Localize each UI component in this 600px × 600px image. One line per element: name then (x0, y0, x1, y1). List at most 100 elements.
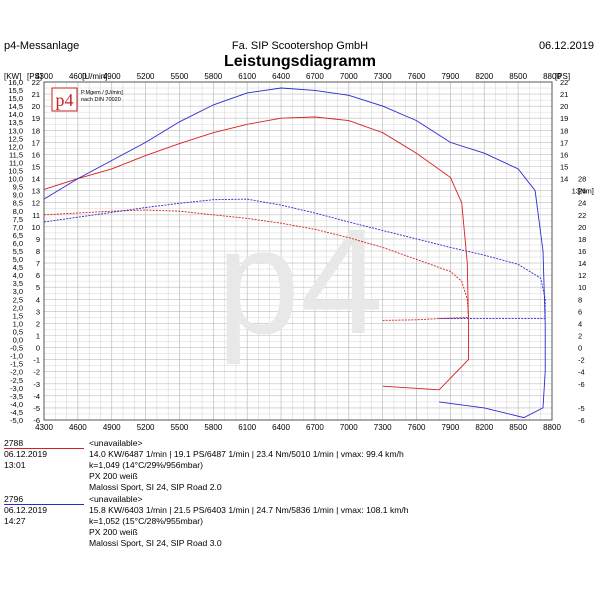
nm-tick-label: 2 (578, 332, 582, 341)
x-tick-label-bottom: 6100 (238, 423, 256, 432)
ps-right-tick-label: 17 (560, 138, 568, 147)
ps-tick-label: -1 (33, 356, 40, 365)
x-tick-label-top: 6700 (306, 72, 324, 81)
kw-tick-label: 5,5 (13, 247, 23, 256)
nm-tick-label: 8 (578, 295, 582, 304)
x-tick-label-bottom: 4300 (35, 423, 53, 432)
logo-line2: nach DIN 70020 (81, 97, 121, 103)
ps-tick-label: 10 (32, 223, 40, 232)
ps-tick-label: 22 (32, 78, 40, 87)
ps-tick-label: 1 (36, 332, 40, 341)
nm-tick-label: 12 (578, 271, 586, 280)
ps-right-tick-label: 19 (560, 114, 568, 123)
logo-line1: P.Mgem / [U/min] (81, 90, 123, 96)
x-tick-label-bottom: 6400 (272, 423, 290, 432)
kw-tick-label: 15,5 (8, 86, 23, 95)
kw-tick-label: 3,5 (13, 279, 23, 288)
ps-unit-label: [PS] (27, 72, 42, 81)
nm-tick-label: 10 (578, 283, 586, 292)
x-tick-label-bottom: 8800 (543, 423, 561, 432)
ps-tick-label: 21 (32, 90, 40, 99)
ps-tick-label: 11 (32, 211, 40, 220)
kw-tick-label: 14,0 (8, 110, 23, 119)
x-tick-label-top: 8500 (509, 72, 527, 81)
x-tick-label-top: 7600 (408, 72, 426, 81)
x-tick-label-top: 4300 (35, 72, 53, 81)
ps-tick-label: -5 (33, 404, 40, 413)
x-tick-label-top: 4600 (69, 72, 87, 81)
ps-tick-label: 18 (32, 126, 40, 135)
plot-frame (43, 81, 553, 421)
x-tick-label-bottom: 8500 (509, 423, 527, 432)
nm-tick-label: 26 (578, 187, 586, 196)
nm-tick-label: 6 (578, 307, 582, 316)
x-tick-label-top: 4900 (103, 72, 121, 81)
run-date: 06.12.2019 14:27 (4, 505, 48, 526)
kw-tick-label: 4,5 (13, 263, 23, 272)
run-id: 2788 (4, 438, 24, 448)
ps-right-tick-label: 14 (560, 175, 568, 184)
x-tick-label-top: 7000 (340, 72, 358, 81)
ps-tick-label: 9 (36, 235, 40, 244)
nm-tick-label: 14 (578, 259, 586, 268)
run-setup: Malossi Sport, SI 24, SIP Road 2.0 (89, 482, 222, 492)
x-tick-label-bottom: 8200 (475, 423, 493, 432)
kw-tick-label: 4,0 (13, 271, 23, 280)
kw-tick-label: 16,0 (8, 78, 23, 87)
run-id: 2796 (4, 494, 24, 504)
kw-tick-label: 8,0 (13, 207, 23, 216)
ps-tick-label: 2 (36, 319, 40, 328)
kw-tick-label: -5,0 (10, 416, 23, 425)
kw-tick-label: 2,5 (13, 295, 23, 304)
ps-tick-label: 5 (36, 283, 40, 292)
run-date: 06.12.2019 13:01 (4, 449, 48, 470)
kw-tick-label: 5,0 (13, 255, 23, 264)
p4-watermark: p4 (217, 197, 384, 365)
ps-tick-label: 20 (32, 102, 40, 111)
dyno-chart: p4 4300430046004600490049005200520055005… (4, 72, 594, 432)
kw-tick-label: 9,5 (13, 183, 23, 192)
kw-tick-label: -3,0 (10, 384, 23, 393)
ps-right-unit-label: [PS] (555, 72, 570, 81)
kw-unit-label: [KW] (4, 72, 21, 81)
ps-tick-label: -3 (33, 380, 40, 389)
x-tick-label-bottom: 7900 (442, 423, 460, 432)
chart-title: Leistungsdiagramm (223, 53, 377, 70)
ps-tick-label: 16 (32, 150, 40, 159)
nm-tick-label: 16 (578, 247, 586, 256)
ps-tick-label: 8 (36, 247, 40, 256)
kw-tick-label: 7,0 (13, 223, 23, 232)
ps-tick-label: 3 (36, 307, 40, 316)
x-tick-label-bottom: 7600 (408, 423, 426, 432)
kw-tick-label: 7,5 (13, 215, 23, 224)
x-tick-label-top: 8800 (543, 72, 561, 81)
company-name: Fa. SIP Scooter­shop GmbH (231, 40, 369, 52)
ps-tick-label: 7 (36, 259, 40, 268)
x-tick-label-bottom: 7000 (340, 423, 358, 432)
kw-tick-label: 12,5 (8, 134, 23, 143)
ps-right-tick-label: 21 (560, 90, 568, 99)
ps-tick-label: 19 (32, 114, 40, 123)
x-tick-label-top: 5200 (137, 72, 155, 81)
x-tick-label-bottom: 4900 (103, 423, 121, 432)
app-label: p4-Messanlage (4, 40, 80, 52)
x-tick-label-top: 5500 (171, 72, 189, 81)
kw-tick-label: 8,5 (13, 199, 23, 208)
run-summary: 15.8 KW/6403 1/min | 21.5 PS/6403 1/min … (89, 505, 409, 515)
x-tick-label-bottom: 7300 (374, 423, 392, 432)
run-summary: 14.0 KW/6487 1/min | 19.1 PS/6487 1/min … (89, 449, 404, 459)
x-tick-label-bottom: 6700 (306, 423, 324, 432)
kw-tick-label: 10,5 (8, 167, 23, 176)
nm-unit-label: [Nm] (578, 187, 594, 196)
run-vehicle: PX 200 weiß (89, 527, 138, 537)
ps-tick-label: 12 (32, 199, 40, 208)
ps-tick-label: -4 (33, 392, 40, 401)
ps-tick-label: 14 (32, 175, 40, 184)
run-source: <unavailable> (89, 438, 143, 448)
kw-tick-label: 6,5 (13, 231, 23, 240)
nm-tick-label: 4 (578, 319, 582, 328)
kw-tick-label: 13,0 (8, 126, 23, 135)
run-correction: k=1,052 (15°C/28%/955mbar) (89, 516, 204, 526)
x-tick-label-bottom: 5200 (137, 423, 155, 432)
x-tick-label-top: 6100 (238, 72, 256, 81)
